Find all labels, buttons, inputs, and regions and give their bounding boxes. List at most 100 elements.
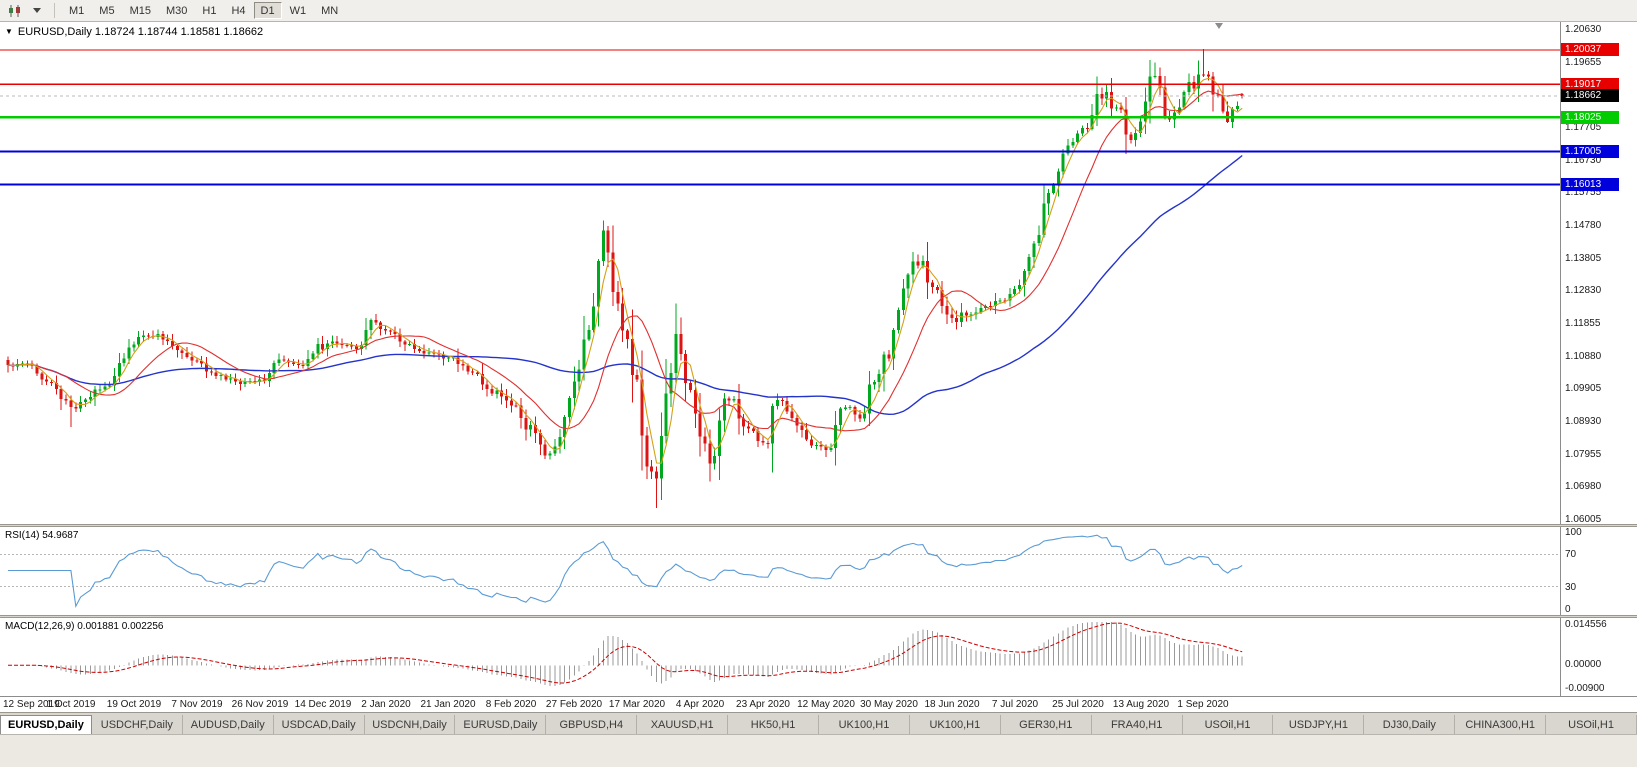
rsi-axis: 100 70 30 0 [1560, 527, 1637, 615]
chart-tab[interactable]: GER30,H1 [1000, 715, 1092, 734]
chart-tab[interactable]: USOil,H1 [1546, 715, 1637, 734]
price-axis-label: 1.16730 [1565, 155, 1602, 166]
date-axis-label: 30 May 2020 [860, 699, 918, 710]
chart-title-text: EURUSD,Daily 1.18724 1.18744 1.18581 1.1… [17, 26, 264, 38]
date-axis-label: 1 Oct 2019 [46, 699, 96, 710]
candle-wicks-up [17, 60, 1238, 500]
hline-price-badge: 1.18025 [1561, 111, 1619, 124]
date-axis-label: 19 Oct 2019 [106, 699, 162, 710]
hline-price-badge: 1.19017 [1561, 78, 1619, 91]
timeframe-button-m30[interactable]: M30 [159, 2, 194, 19]
pane-separator[interactable] [0, 615, 1637, 618]
chart-tab[interactable]: USDCHF,Daily [91, 715, 183, 734]
chart-tab[interactable]: GBPUSD,H4 [546, 715, 638, 734]
chart-title: ▼ EURUSD,Daily 1.18724 1.18744 1.18581 1… [5, 26, 263, 38]
macd-signal-line [8, 622, 1243, 684]
candle-bodies-down [6, 74, 1244, 479]
price-axis[interactable]: 1.206301.196551.186801.177051.167301.157… [1560, 22, 1637, 524]
macd-axis-label: -0.00900 [1565, 683, 1605, 694]
hline-price-badge: 1.20037 [1561, 43, 1619, 56]
chart-tab[interactable]: USDJPY,H1 [1273, 715, 1365, 734]
ma-fast-line [7, 77, 1243, 464]
macd-plot: MACD(12,26,9) 0.001881 0.002256 [0, 618, 1560, 696]
rsi-chart [0, 534, 1560, 608]
price-axis-label: 1.13805 [1565, 253, 1602, 264]
chart-tab[interactable]: UK100,H1 [909, 715, 1001, 734]
chart-tab[interactable]: XAUUSD,H1 [637, 715, 729, 734]
timeframe-button-m1[interactable]: M1 [62, 2, 91, 19]
rsi-axis-label: 0 [1565, 604, 1571, 615]
date-axis-label: 13 Aug 2020 [1112, 699, 1170, 710]
price-axis-label: 1.12830 [1565, 285, 1602, 296]
date-axis-label: 26 Nov 2019 [231, 699, 289, 710]
date-axis-label: 1 Sep 2020 [1177, 699, 1229, 710]
date-axis-label: 14 Dec 2019 [294, 699, 352, 710]
price-axis-label: 1.06980 [1565, 481, 1602, 492]
rsi-axis-label: 100 [1565, 527, 1582, 538]
price-axis-label: 1.11855 [1565, 318, 1601, 329]
macd-axis: 0.014556 0.00000 -0.00900 [1560, 618, 1637, 696]
hline-price-badge: 1.17005 [1561, 145, 1619, 158]
date-axis-label: 2 Jan 2020 [361, 699, 411, 710]
macd-chart [8, 622, 1243, 686]
pane-separator[interactable] [0, 524, 1637, 527]
macd-axis-label: 0.00000 [1565, 659, 1602, 670]
chart-tab[interactable]: DJ30,Daily [1364, 715, 1456, 734]
date-axis-label: 7 Nov 2019 [171, 699, 223, 710]
date-axis[interactable]: 12 Sep 2019 1 Oct 2019 19 Oct 2019 7 Nov 20… [0, 696, 1637, 712]
chart-shift-marker[interactable] [1215, 23, 1223, 29]
current-price-badge: 1.18662 [1561, 89, 1619, 102]
macd-indicator-pane: MACD(12,26,9) 0.001881 0.002256 0.014556… [0, 618, 1637, 696]
chart-tab[interactable]: EURUSD,Daily [455, 715, 547, 734]
chart-tab[interactable]: USDCAD,Daily [273, 715, 365, 734]
timeframe-button-h4[interactable]: H4 [224, 2, 252, 19]
hline-price-badge: 1.16013 [1561, 178, 1619, 191]
rsi-plot: RSI(14) 54.9687 [0, 527, 1560, 615]
ma-mid-line [7, 90, 1243, 432]
chart-tab[interactable]: USOil,H1 [1182, 715, 1274, 734]
rsi-line [8, 534, 1243, 608]
price-axis-label: 1.19655 [1565, 57, 1602, 68]
rsi-label: RSI(14) 54.9687 [5, 530, 79, 541]
macd-label: MACD(12,26,9) 0.001881 0.002256 [5, 621, 164, 632]
status-bar [0, 734, 1637, 767]
rsi-axis-label: 30 [1565, 582, 1577, 593]
chart-tab[interactable]: UK100,H1 [819, 715, 910, 734]
price-axis-label: 1.07955 [1565, 449, 1602, 460]
chart-tab[interactable]: EURUSD,Daily [0, 715, 92, 734]
price-axis-label: 1.06005 [1565, 514, 1602, 524]
chart-type-icon[interactable] [5, 3, 25, 19]
date-axis-label: 12 May 2020 [797, 699, 855, 710]
date-axis-label: 7 Jul 2020 [991, 699, 1039, 710]
price-axis-label: 1.14780 [1565, 220, 1602, 231]
price-axis-label: 1.08930 [1565, 416, 1602, 427]
chart-tab[interactable]: AUDUSD,Daily [182, 715, 274, 734]
main-chart-pane: ▼ EURUSD,Daily 1.18724 1.18744 1.18581 1… [0, 22, 1637, 524]
timeframe-button-h1[interactable]: H1 [195, 2, 223, 19]
price-axis-label: 1.10880 [1565, 351, 1602, 362]
timeframe-button-mn[interactable]: MN [314, 2, 345, 19]
chart-tab[interactable]: CHINA300,H1 [1455, 715, 1547, 734]
chart-tab[interactable]: HK50,H1 [728, 715, 820, 734]
timeframe-button-d1[interactable]: D1 [253, 2, 282, 19]
chart-tab[interactable]: USDCNH,Daily [364, 715, 456, 734]
main-chart-plot[interactable]: ▼ EURUSD,Daily 1.18724 1.18744 1.18581 1… [0, 22, 1560, 524]
date-axis-label: 21 Jan 2020 [420, 699, 476, 710]
date-axis-label: 18 Jun 2020 [924, 699, 980, 710]
price-axis-label: 1.17705 [1565, 122, 1602, 133]
rsi-axis-label: 70 [1565, 549, 1577, 560]
price-axis-label: 1.20630 [1565, 24, 1602, 35]
chart-dropdown-caret-icon[interactable] [27, 3, 47, 19]
candlestick-chart [0, 48, 1560, 509]
ma-slow-line [7, 154, 1243, 416]
macd-histogram [22, 622, 1243, 686]
rsi-indicator-pane: RSI(14) 54.9687 100 70 30 0 [0, 527, 1637, 615]
chart-tab[interactable]: FRA40,H1 [1091, 715, 1183, 734]
timeframe-button-m15[interactable]: M15 [123, 2, 158, 19]
timeframe-button-w1[interactable]: W1 [283, 2, 314, 19]
date-axis-label: 25 Jul 2020 [1052, 699, 1104, 710]
timeframe-button-m5[interactable]: M5 [92, 2, 121, 19]
date-axis-label: 8 Feb 2020 [485, 699, 537, 710]
chart-collapse-icon[interactable]: ▼ [5, 27, 13, 36]
price-axis-label: 1.09905 [1565, 383, 1602, 394]
